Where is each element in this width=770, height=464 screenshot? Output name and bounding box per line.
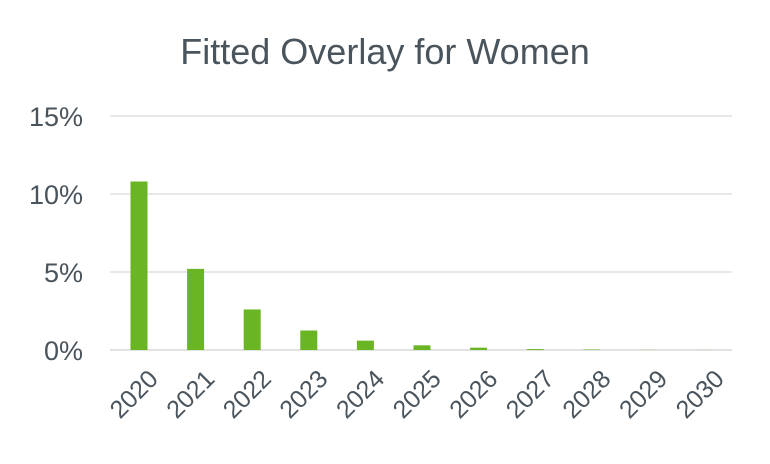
x-tick-label: 2026 [444, 365, 503, 424]
x-tick-label: 2024 [331, 365, 390, 424]
x-tick-label: 2030 [671, 365, 730, 424]
y-tick-label: 15% [29, 102, 83, 132]
bar-2024 [356, 340, 374, 350]
x-tick-label: 2025 [388, 365, 447, 424]
chart-title: Fitted Overlay for Women [180, 31, 589, 72]
x-tick-label: 2021 [161, 365, 220, 424]
x-tick-label: 2020 [105, 365, 164, 424]
y-axis-ticks: 0% 5% 10% 15% [29, 102, 83, 366]
x-tick-label: 2022 [218, 365, 277, 424]
bar-2025 [413, 345, 431, 350]
bar-2022 [243, 309, 261, 350]
bar-2027 [526, 349, 544, 350]
x-axis-ticks: 2020202120222023202420252026202720282029… [105, 365, 730, 424]
x-tick-label: 2029 [614, 365, 673, 424]
bars [130, 181, 714, 350]
y-tick-label: 0% [44, 336, 83, 366]
bar-2026 [470, 347, 488, 350]
x-tick-label: 2023 [274, 365, 333, 424]
bar-2021 [187, 268, 205, 350]
bar-2023 [300, 330, 318, 350]
y-tick-label: 5% [44, 258, 83, 288]
x-tick-label: 2028 [557, 365, 616, 424]
y-tick-label: 10% [29, 180, 83, 210]
bar-2020 [130, 181, 148, 350]
x-tick-label: 2027 [501, 365, 560, 424]
